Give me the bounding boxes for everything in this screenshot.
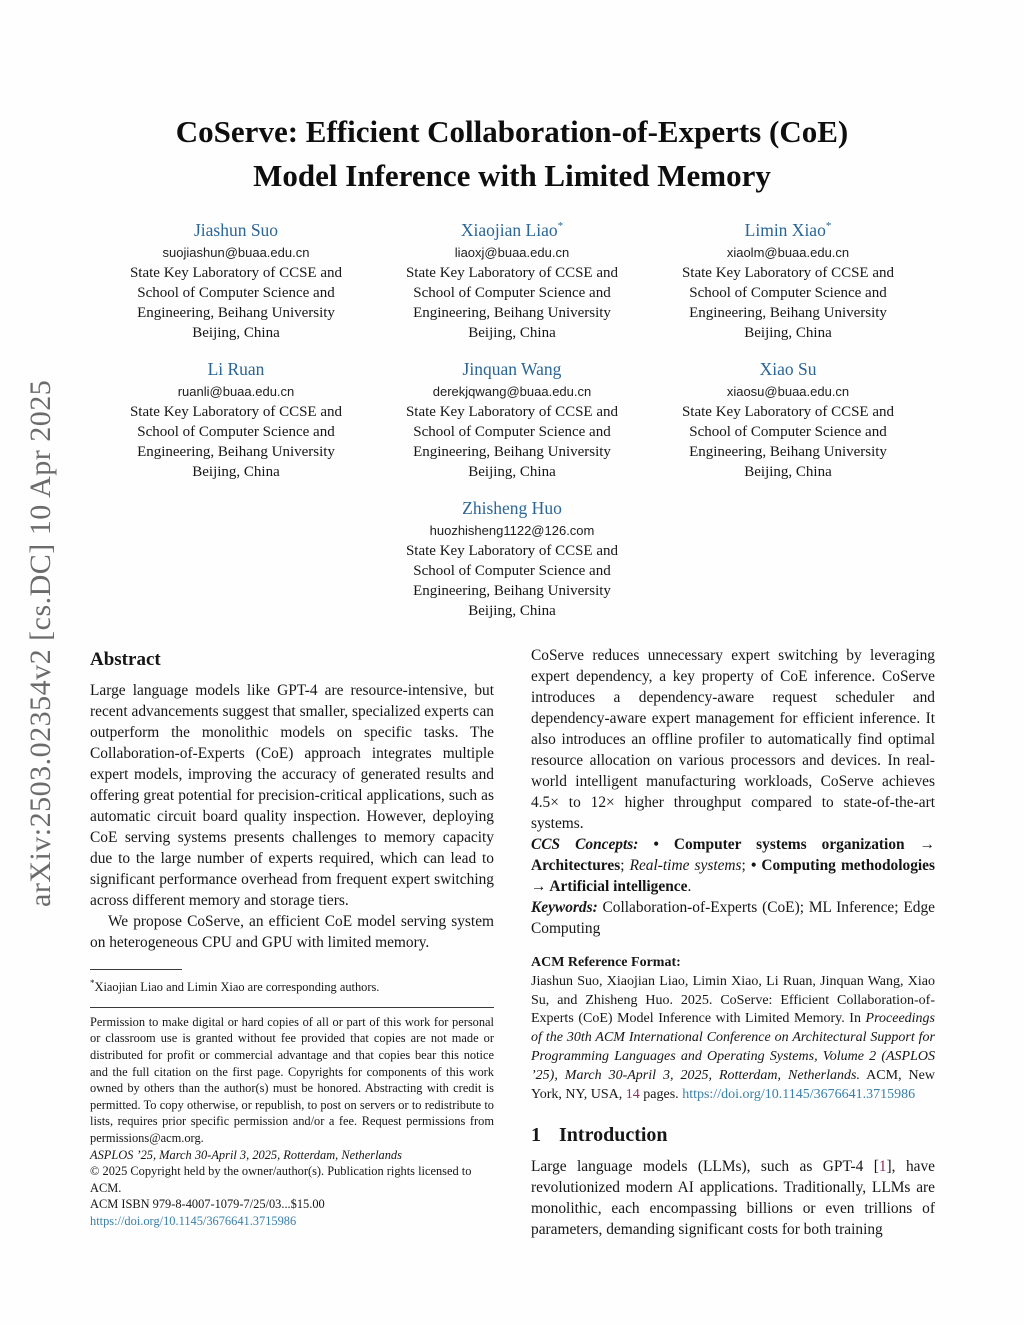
keywords-label: Keywords: [531,899,598,917]
permission-divider [90,1006,494,1008]
author-block-jinquan-wang: Jinquan Wang derekjqwang@buaa.edu.cn Sta… [374,359,650,482]
doi-line: https://doi.org/10.1145/3676641.3715986 [90,1213,494,1230]
author-affiliation: State Key Laboratory of CCSE and School … [681,265,895,342]
author-name: Zhisheng Huo [462,498,562,519]
ccs-label: CCS Concepts: [531,836,639,854]
acm-reference-format: ACM Reference Format: Jiashun Suo, Xiaoji… [531,955,935,1102]
author-name: Li Ruan [207,359,265,380]
section-heading-introduction: 1 Introduction [531,1124,668,1147]
author-affiliation: State Key Laboratory of CCSE and School … [405,265,619,342]
permission-notice: Permission to make digital or hard copie… [90,1014,494,1145]
corresponding-authors-footnote: *Xiaojian Liao and Limin Xiao are corres… [90,978,380,995]
author-block-zhisheng-huo: Zhisheng Huo huozhisheng1122@126.com Sta… [374,498,650,621]
abstract-heading: Abstract [90,649,161,671]
copyright-notice: © 2025 Copyright held by the owner/autho… [90,1164,472,1195]
paper-title-line2: Model Inference with Limited Memory [253,158,771,194]
right-column: CoServe reduces unnecessary expert switc… [531,645,935,1240]
author-name: Xiaojian Liao* [460,220,564,241]
author-name: Limin Xiao* [744,220,832,241]
author-block-limin-xiao: Limin Xiao* xiaolm@buaa.edu.cn State Key… [650,220,926,343]
author-affiliation: State Key Laboratory of CCSE and School … [129,265,343,342]
author-affiliation: State Key Laboratory of CCSE and School … [681,404,895,481]
paper-title-line1: CoServe: Efficient Collaboration-of-Expe… [175,114,849,149]
author-block-li-ruan: Li Ruan ruanli@buaa.edu.cn State Key Lab… [98,359,374,482]
conference-venue: ASPLOS ’25, March 30-April 3, 2025, Rott… [90,1147,402,1162]
author-affiliation: State Key Laboratory of CCSE and School … [405,543,619,620]
footnote-area: *Xiaojian Liao and Limin Xiao are corres… [90,969,494,1229]
abstract-paragraph-1: Large language models like GPT-4 are res… [90,682,494,910]
author-name: Jiashun Suo [193,220,279,241]
author-block-xiao-su: Xiao Su xiaosu@buaa.edu.cn State Key Lab… [650,359,926,482]
author-block-jiashun-suo: Jiashun Suo suojiashun@buaa.edu.cn State… [98,220,374,343]
author-list: Jiashun Suo suojiashun@buaa.edu.cn State… [94,220,930,637]
author-email: huozhisheng1122@126.com [429,523,595,539]
isbn-line: ACM ISBN 979-8-4007-1079-7/25/03...$15.0… [90,1197,325,1212]
pages-link[interactable]: 14 [625,1086,640,1102]
arxiv-watermark: arXiv:2503.02354v2 [cs.DC] 10 Apr 2025 [24,379,57,907]
body-columns: Abstract Large language models like GPT-… [0,637,1024,1240]
paper-title: CoServe: Efficient Collaboration-of-Expe… [60,110,964,198]
acm-reference-label: ACM Reference Format: [531,955,681,971]
ccs-concepts: CCS Concepts: • Computer systems organiz… [531,836,936,896]
citation-1-link[interactable]: 1 [878,1158,887,1176]
author-email: ruanli@buaa.edu.cn [177,384,295,400]
doi-link[interactable]: https://doi.org/10.1145/3676641.3715986 [90,1213,297,1228]
author-block-xiaojian-liao: Xiaojian Liao* liaoxj@buaa.edu.cn State … [374,220,650,343]
author-name: Xiao Su [759,359,817,380]
author-email: derekjqwang@buaa.edu.cn [432,384,592,400]
author-email: liaoxj@buaa.edu.cn [454,245,570,261]
acm-doi-link[interactable]: https://doi.org/10.1145/3676641.3715986 [682,1086,916,1102]
footnote-rule [90,969,182,971]
left-column: Abstract Large language models like GPT-… [90,645,494,1240]
footnote-marker: * [90,978,95,989]
author-email: suojiashun@buaa.edu.cn [162,245,310,261]
author-affiliation: State Key Laboratory of CCSE and School … [405,404,619,481]
author-name: Jinquan Wang [462,359,562,380]
author-email: xiaolm@buaa.edu.cn [726,245,850,261]
abstract-paragraph-2: We propose CoServe, an efficient CoE mod… [90,913,494,952]
abstract-paragraph-3: CoServe reduces unnecessary expert switc… [531,647,935,833]
author-email: xiaosu@buaa.edu.cn [726,384,850,400]
introduction-paragraph: Large language models (LLMs), such as GP… [531,1158,936,1239]
author-affiliation: State Key Laboratory of CCSE and School … [129,404,343,481]
keywords: Keywords: Collaboration-of-Experts (CoE)… [531,899,935,938]
